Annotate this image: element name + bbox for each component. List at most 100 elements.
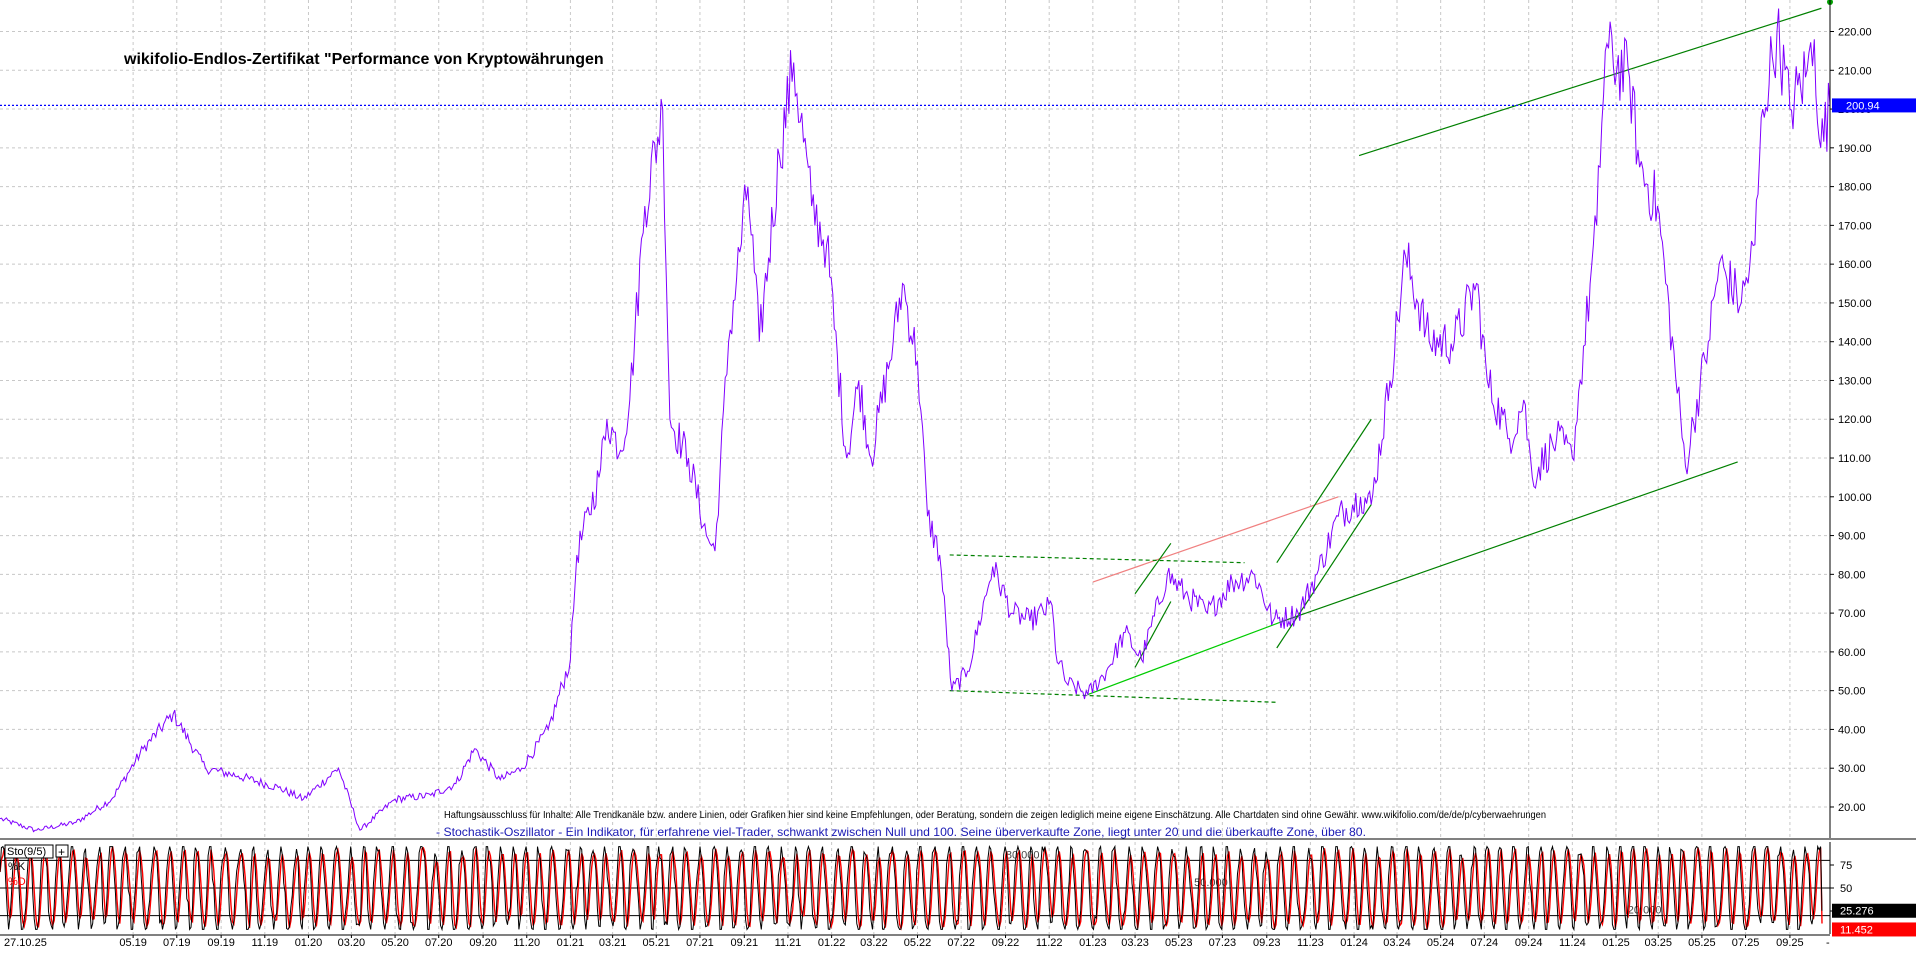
- time-tick-label: 09.25: [1776, 937, 1804, 948]
- time-tick-label: 05.19: [119, 937, 147, 948]
- time-tick-label: 07.19: [163, 937, 191, 948]
- osc-level-label: 20.000: [1628, 905, 1662, 917]
- last-price-box: [1832, 98, 1916, 113]
- k-series-label: %K: [8, 861, 26, 873]
- trendline: [1283, 461, 1738, 622]
- time-tick-label: 01.23: [1079, 937, 1107, 948]
- x-axis: 05.19 07.19 09.19 11.19 01.20 03.20 05.20 07.20…: [119, 935, 1804, 949]
- stochastic-d-line: [0, 846, 1823, 931]
- time-tick-label: 11.19: [251, 937, 278, 948]
- price-tick-label: 60.00: [1838, 647, 1866, 659]
- trendline: [949, 554, 1245, 564]
- trendline: [1358, 7, 1822, 157]
- time-tick-label: 09.19: [207, 937, 235, 948]
- time-tick-label: 09.23: [1253, 937, 1281, 948]
- trendline: [1276, 418, 1372, 564]
- trendline: [949, 690, 1277, 703]
- price-tick-label: 220.00: [1838, 27, 1872, 39]
- trendline: [1276, 504, 1372, 649]
- time-tick-label: 03.20: [338, 937, 366, 948]
- d-last-value-label: 11.452: [1840, 924, 1873, 936]
- k-last-value-label: 25.276: [1840, 906, 1874, 918]
- disclaimer-text: Haftungsausschluss für Inhalte: Alle Tre…: [444, 809, 1546, 821]
- trendline-layer: [949, 7, 1822, 703]
- price-tick-label: 170.00: [1838, 220, 1872, 232]
- oscillator-legend: Sto(9/5) + %K %D: [4, 844, 69, 888]
- price-tick-label: 160.00: [1838, 259, 1872, 271]
- time-tick-label: 07.22: [947, 937, 975, 948]
- time-tick-label: 03.22: [860, 937, 888, 948]
- price-tick-label: 110.00: [1838, 453, 1871, 465]
- osc-level-label: 80.000: [1006, 849, 1040, 861]
- trendline: [1087, 620, 1285, 696]
- price-tick-label: 210.00: [1838, 65, 1872, 77]
- time-tick-label: 11.21: [775, 937, 802, 948]
- time-tick-label: 05.22: [904, 937, 932, 948]
- x-axis-start-label: 27.10.25: [4, 937, 47, 948]
- time-tick-label: 05.25: [1688, 937, 1716, 948]
- price-tick-label: 100.00: [1838, 492, 1872, 504]
- time-tick-label: 03.21: [599, 937, 627, 948]
- time-tick-label: 09.21: [731, 937, 759, 948]
- time-tick-label: 01.20: [295, 937, 323, 948]
- plus-icon: +: [58, 845, 65, 859]
- time-tick-label: 11.22: [1036, 937, 1063, 948]
- price-tick-label: 30.00: [1838, 763, 1866, 775]
- price-tick-label: 80.00: [1838, 569, 1866, 581]
- time-tick-label: 05.20: [381, 937, 409, 948]
- time-tick-label: 09.24: [1515, 937, 1543, 948]
- price-tick-label: 40.00: [1838, 724, 1866, 736]
- time-tick-label: 07.21: [686, 937, 714, 948]
- osc-tick-label: 50: [1840, 883, 1852, 895]
- time-tick-label: 01.21: [557, 937, 585, 948]
- last-price-label: 200.94: [1846, 100, 1880, 112]
- price-tick-label: 70.00: [1838, 608, 1866, 620]
- price-tick-label: 150.00: [1838, 298, 1872, 310]
- stochastic-k-line: [0, 844, 1823, 932]
- chart-title: wikifolio-Endlos-Zertifikat "Performance…: [123, 51, 604, 68]
- time-tick-label: 05.23: [1165, 937, 1193, 948]
- price-tick-label: 50.00: [1838, 686, 1866, 698]
- price-tick-label: 130.00: [1838, 375, 1872, 387]
- time-tick-label: 11.20: [513, 937, 540, 948]
- time-tick-label: 07.24: [1471, 937, 1499, 948]
- price-tick-label: 120.00: [1838, 414, 1872, 426]
- time-tick-label: 05.24: [1427, 937, 1455, 948]
- oscillator-title: Sto(9/5): [7, 846, 46, 858]
- x-axis-end-label: -: [1826, 937, 1830, 948]
- k-last-value-box: [1832, 903, 1916, 918]
- indicator-note: - Stochastik-Oszillator - Ein Indikator,…: [436, 825, 1366, 839]
- d-series-label: %D: [8, 876, 26, 888]
- time-tick-label: 11.24: [1559, 937, 1586, 948]
- osc-tick-label: 75: [1840, 860, 1852, 872]
- time-tick-label: 01.24: [1340, 937, 1368, 948]
- time-tick-label: 01.25: [1602, 937, 1630, 948]
- price-tick-label: 180.00: [1838, 182, 1872, 194]
- oscillator-legend-box: [4, 844, 54, 859]
- trendline: [1134, 542, 1172, 595]
- grid-layer: [0, 0, 1830, 934]
- oscillator-expand-button[interactable]: [55, 844, 69, 858]
- d-last-value-box: [1832, 922, 1916, 937]
- time-tick-label: 07.23: [1209, 937, 1237, 948]
- time-tick-label: 01.22: [818, 937, 846, 948]
- price-tick-label: 190.00: [1838, 143, 1872, 155]
- time-tick-label: 09.22: [992, 937, 1020, 948]
- time-tick-label: 09.20: [469, 937, 497, 948]
- price-tick-label: 90.00: [1838, 531, 1866, 543]
- trendline: [1092, 496, 1339, 583]
- time-tick-label: 07.20: [425, 937, 453, 948]
- time-tick-label: 03.24: [1383, 937, 1411, 948]
- time-tick-label: 03.25: [1644, 937, 1672, 948]
- time-tick-label: 03.23: [1121, 937, 1149, 948]
- time-tick-label: 07.25: [1732, 937, 1760, 948]
- time-tick-label: 11.23: [1297, 937, 1324, 948]
- price-tick-label: 140.00: [1838, 337, 1872, 349]
- time-tick-label: 05.21: [643, 937, 671, 948]
- price-series-line: [0, 8, 1831, 833]
